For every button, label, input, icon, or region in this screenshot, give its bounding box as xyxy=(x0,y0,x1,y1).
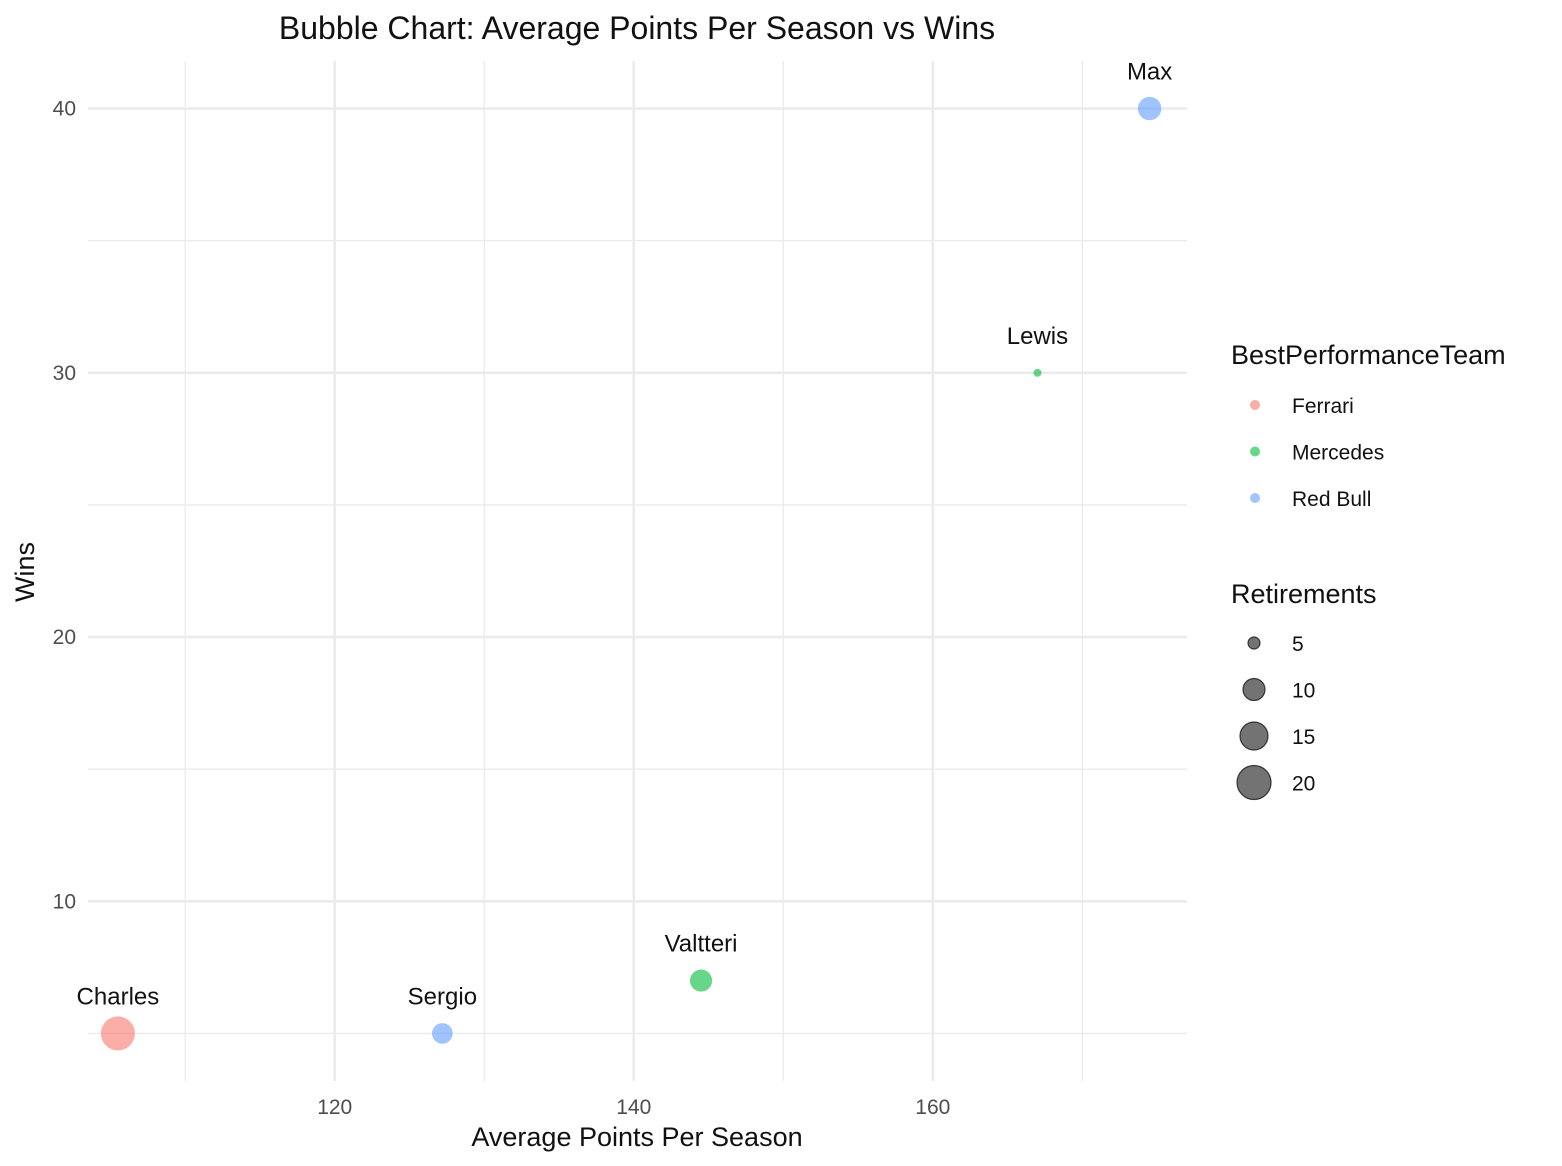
y-tick-label: 40 xyxy=(53,98,76,121)
chart-title: Bubble Chart: Average Points Per Season … xyxy=(279,10,995,46)
y-tick-label: 20 xyxy=(53,626,76,649)
size-legend-key xyxy=(1247,636,1261,650)
grid-layer xyxy=(88,61,1187,1081)
x-tick-label: 120 xyxy=(317,1096,352,1119)
size-legend-title: Retirements xyxy=(1231,579,1377,609)
y-tick-label: 30 xyxy=(53,362,76,385)
data-points xyxy=(100,96,1162,1051)
data-point-max xyxy=(1137,96,1162,121)
size-legend: Retirements 5 10 15 20 xyxy=(1231,579,1377,801)
size-legend-label: 10 xyxy=(1292,680,1315,703)
y-axis-title: Wins xyxy=(10,542,40,602)
size-legend-label: 20 xyxy=(1292,773,1315,796)
point-label-max: Max xyxy=(1127,59,1172,86)
legend-key-red-bull xyxy=(1250,493,1260,503)
data-point-charles xyxy=(100,1016,135,1051)
x-axis-title: Average Points Per Season xyxy=(471,1122,802,1152)
legend-key-ferrari xyxy=(1250,400,1260,410)
color-legend: BestPerformanceTeam Ferrari Mercedes Red B… xyxy=(1231,340,1506,511)
data-point-valtteri xyxy=(689,969,713,992)
point-labels: Max Lewis Valtteri Sergio Charles xyxy=(77,59,1173,1011)
point-label-charles: Charles xyxy=(77,983,160,1010)
tick-labels: 120 140 160 10 20 30 40 xyxy=(53,98,951,1119)
size-legend-key xyxy=(1239,721,1269,751)
size-legend-label: 15 xyxy=(1292,726,1315,749)
size-legend-key xyxy=(1242,677,1266,702)
data-point-sergio xyxy=(432,1023,453,1044)
legend-label-ferrari: Ferrari xyxy=(1292,395,1354,418)
legend-key-mercedes xyxy=(1250,446,1260,457)
x-tick-label: 160 xyxy=(915,1096,950,1119)
legend-label-red-bull: Red Bull xyxy=(1292,488,1371,511)
size-legend-key xyxy=(1236,764,1272,801)
point-label-lewis: Lewis xyxy=(1007,323,1068,350)
x-tick-label: 140 xyxy=(616,1096,651,1119)
color-legend-title: BestPerformanceTeam xyxy=(1231,340,1506,370)
point-label-sergio: Sergio xyxy=(408,983,477,1010)
y-tick-label: 10 xyxy=(53,890,76,913)
legend-label-mercedes: Mercedes xyxy=(1292,442,1384,465)
size-legend-label: 5 xyxy=(1292,633,1304,656)
data-point-lewis xyxy=(1033,368,1042,377)
point-label-valtteri: Valtteri xyxy=(665,931,738,958)
